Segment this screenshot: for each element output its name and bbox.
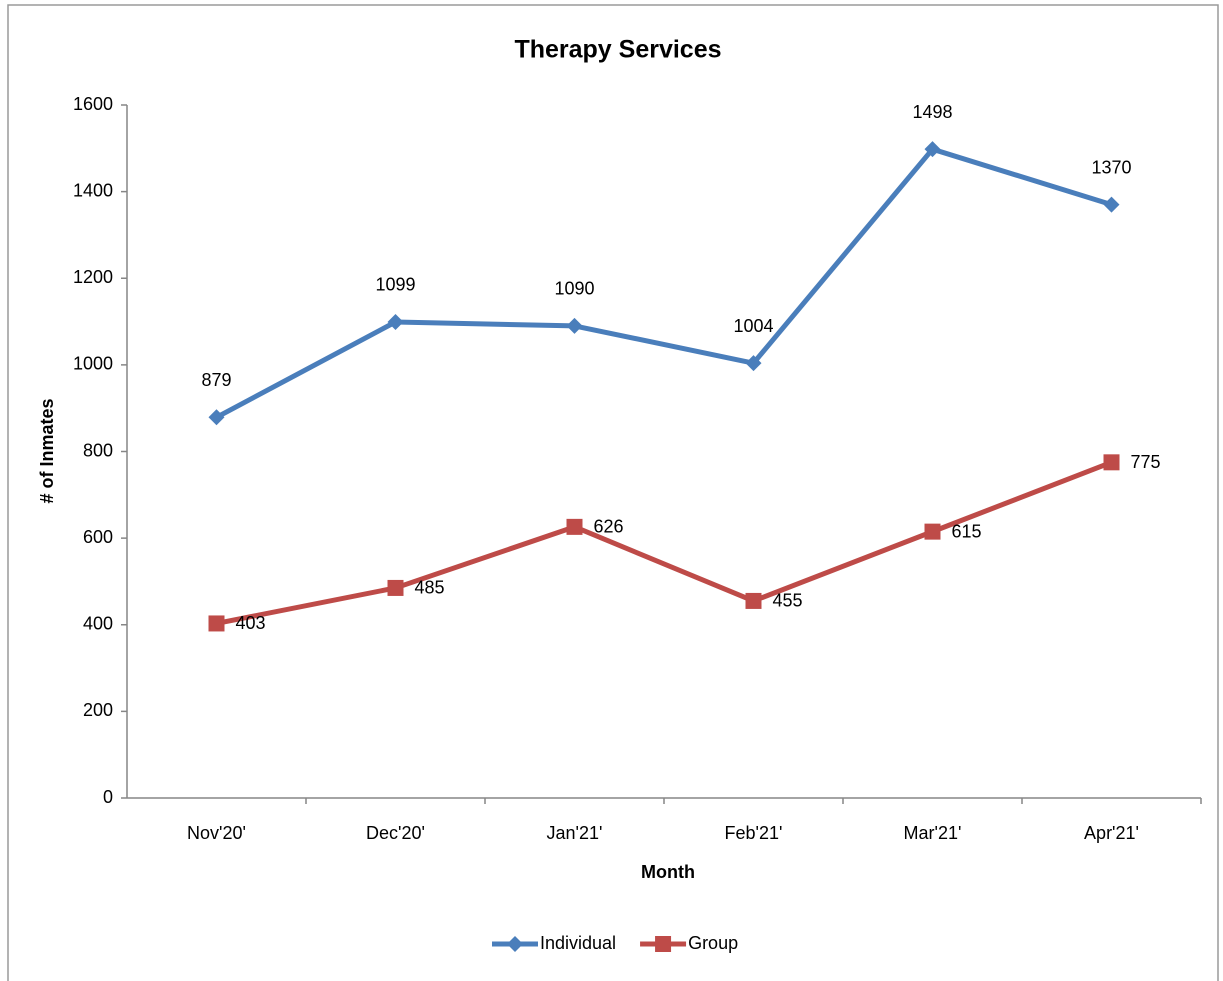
data-label: 626 (594, 517, 624, 537)
x-axis-label: Month (641, 862, 695, 882)
data-point (566, 518, 583, 535)
data-label: 1370 (1091, 157, 1131, 177)
data-point (208, 409, 225, 426)
legend-marker (655, 936, 672, 952)
data-point (566, 317, 583, 334)
y-tick-label: 1200 (73, 267, 113, 287)
data-label: 1090 (554, 279, 594, 299)
y-tick-label: 800 (83, 440, 113, 460)
y-tick-label: 600 (83, 527, 113, 547)
series-line (215, 146, 1113, 420)
y-tick-label: 1400 (73, 180, 113, 200)
x-tick-label: Jan'21' (547, 823, 603, 843)
data-point (387, 313, 404, 330)
data-label: 1004 (733, 316, 773, 336)
data-point (924, 141, 941, 158)
data-label: 1099 (375, 275, 415, 295)
x-tick-label: Nov'20' (187, 823, 246, 843)
data-point (745, 592, 762, 609)
data-point (1103, 454, 1120, 471)
data-label: 615 (952, 521, 982, 541)
y-tick-label: 1600 (73, 94, 113, 114)
data-label: 879 (201, 370, 231, 390)
x-tick-label: Apr'21' (1084, 823, 1139, 843)
data-point (387, 579, 404, 596)
data-label: 485 (415, 578, 445, 598)
series-line (216, 459, 1113, 626)
data-point (924, 523, 941, 540)
data-label: 455 (773, 591, 803, 611)
data-label: 403 (236, 613, 266, 633)
legend-label: Individual (540, 933, 616, 953)
chart-title: Therapy Services (514, 36, 721, 64)
y-tick-label: 400 (83, 614, 113, 634)
y-axis-label: # of Inmates (37, 398, 57, 503)
data-point (208, 615, 225, 632)
x-tick-label: Mar'21' (904, 823, 962, 843)
x-tick-label: Feb'21' (725, 823, 783, 843)
x-tick-label: Dec'20' (366, 823, 425, 843)
y-tick-label: 1000 (73, 354, 113, 374)
data-point (1103, 196, 1120, 213)
y-tick-label: 200 (83, 700, 113, 720)
legend-label: Group (688, 933, 738, 953)
legend-marker (507, 936, 523, 952)
frame (7, 4, 1219, 981)
data-label: 1498 (912, 102, 952, 122)
data-label: 775 (1131, 452, 1161, 472)
data-point (745, 355, 762, 372)
y-tick-label: 0 (103, 787, 113, 807)
